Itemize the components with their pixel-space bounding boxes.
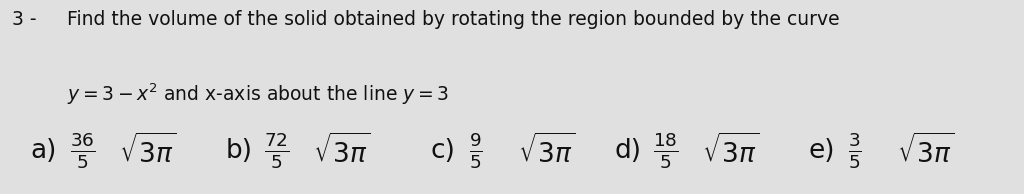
Text: e): e) [809,138,836,164]
Text: $\frac{9}{5}$: $\frac{9}{5}$ [469,131,482,171]
Text: $\sqrt{3\pi}$: $\sqrt{3\pi}$ [518,134,575,169]
Text: Find the volume of the solid obtained by rotating the region bounded by the curv: Find the volume of the solid obtained by… [67,10,840,29]
Text: b): b) [225,138,252,164]
Text: $\frac{3}{5}$: $\frac{3}{5}$ [848,131,861,171]
Text: $\frac{36}{5}$: $\frac{36}{5}$ [70,131,95,171]
Text: $\frac{72}{5}$: $\frac{72}{5}$ [264,131,290,171]
Text: d): d) [614,138,641,164]
Text: $\sqrt{3\pi}$: $\sqrt{3\pi}$ [702,134,760,169]
Text: c): c) [430,138,455,164]
Text: $\sqrt{3\pi}$: $\sqrt{3\pi}$ [897,134,954,169]
Text: $\sqrt{3\pi}$: $\sqrt{3\pi}$ [119,134,176,169]
Text: $y = 3 - x^2$ and x-axis about the line $y = 3$: $y = 3 - x^2$ and x-axis about the line … [67,81,449,107]
Text: a): a) [31,138,57,164]
Text: $\frac{18}{5}$: $\frac{18}{5}$ [653,131,679,171]
Text: 3 -: 3 - [12,10,37,29]
Text: $\sqrt{3\pi}$: $\sqrt{3\pi}$ [313,134,371,169]
